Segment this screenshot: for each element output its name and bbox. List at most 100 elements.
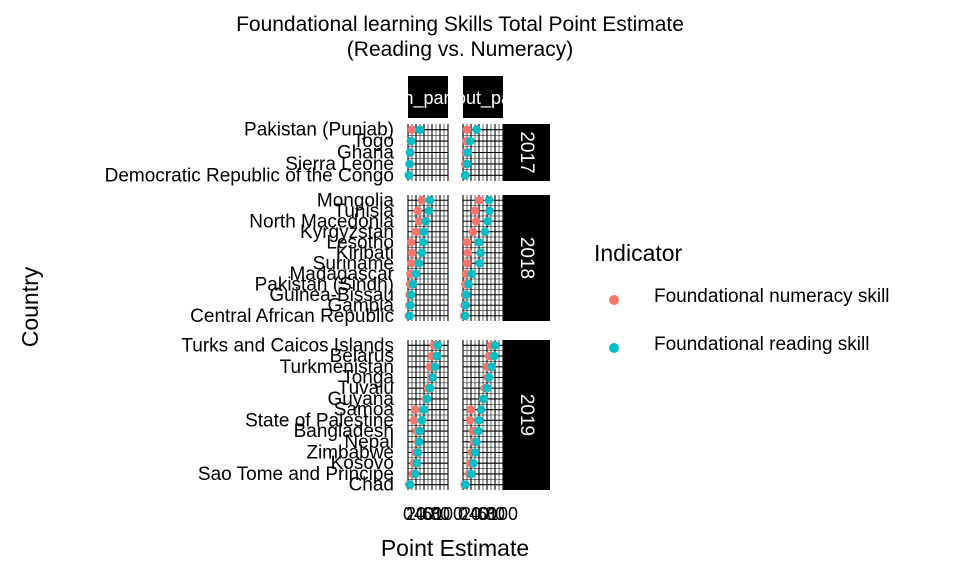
- row-strip-2019: [503, 340, 550, 490]
- x-tick-label-1-4: 80: [485, 504, 505, 524]
- point-2017-without_parent-numeracy-0: [462, 125, 472, 134]
- legend-title: Indicator: [594, 240, 683, 266]
- country-label-2019-6: Samoa: [334, 400, 395, 421]
- legend: Indicator Foundational numeracy skill Fo…: [594, 240, 890, 385]
- point-2017-without_parent-reading-2: [463, 148, 473, 157]
- x-tick-label-0-2: 40: [414, 504, 434, 524]
- x-tick-label-0-4: 80: [430, 504, 450, 524]
- legend-label-reading: Foundational reading skill: [654, 334, 870, 355]
- x-tick-label-1-5: 100: [488, 504, 518, 524]
- point-2019-with_parent-reading-3: [428, 373, 438, 382]
- point-2018-without_parent-reading-3: [480, 227, 490, 237]
- point-2017-without_parent-reading-0: [472, 125, 481, 134]
- x-tick-label-1-1: 20: [461, 504, 481, 524]
- x-axis-title: Point Estimate: [381, 535, 529, 561]
- country-label-2019-4: Tuvalu: [338, 378, 394, 399]
- point-2018-without_parent-reading-9: [462, 290, 471, 300]
- country-label-2018-11: Central African Republic: [190, 306, 394, 327]
- country-label-2017-0: Pakistan (Punjab): [244, 120, 394, 141]
- country-label-2018-0: Mongolia: [317, 190, 395, 211]
- point-2018-without_parent-reading-4: [474, 237, 484, 247]
- column-strip-1: [463, 76, 503, 118]
- country-label-2018-5: Kiribati: [336, 243, 394, 264]
- country-label-2017-4: Democratic Republic of the Congo: [105, 165, 394, 186]
- point-2018-with_parent-reading-9: [406, 290, 416, 300]
- point-2018-without_parent-reading-7: [467, 269, 477, 279]
- point-2018-with_parent-reading-5: [417, 248, 427, 258]
- country-label-2019-8: Bangladesh: [294, 421, 394, 442]
- point-2019-with_parent-reading-1: [432, 351, 442, 361]
- x-tick-label-1-2: 40: [469, 504, 489, 524]
- row-strip-label-2019: 2019: [516, 394, 537, 436]
- point-2018-without_parent-numeracy-4: [462, 237, 472, 247]
- point-2018-with_parent-numeracy-0: [417, 195, 427, 205]
- country-label-2019-9: Nepal: [344, 432, 394, 453]
- point-2018-without_parent-numeracy-5: [463, 248, 473, 258]
- legend-label-numeracy: Foundational numeracy skill: [654, 286, 890, 307]
- point-2019-without_parent-numeracy-6: [466, 405, 476, 414]
- point-2019-without_parent-reading-11: [469, 458, 478, 468]
- point-2018-with_parent-reading-7: [411, 269, 421, 279]
- country-label-2019-0: Turks and Caicos Islands: [181, 335, 394, 356]
- point-2018-without_parent-reading-10: [461, 300, 471, 310]
- country-label-2019-7: State of Palestine: [245, 410, 394, 431]
- point-2019-with_parent-numeracy-6: [410, 405, 420, 414]
- row-strip-label-2018: 2018: [516, 237, 537, 279]
- country-label-2019-5: Guyana: [327, 389, 394, 410]
- x-tick-label-0-5: 100: [433, 504, 463, 524]
- x-tick-label-0-0: 0: [403, 504, 413, 524]
- point-2019-without_parent-reading-8: [473, 426, 483, 436]
- country-label-2019-2: Turkmenistan: [280, 357, 394, 378]
- point-2018-without_parent-numeracy-6: [462, 258, 472, 268]
- point-2019-without_parent-reading-5: [479, 394, 489, 404]
- point-2017-with_parent-reading-3: [405, 159, 414, 169]
- country-label-2018-1: Tunisia: [333, 201, 394, 222]
- column-strip-label-1: without_parent: [423, 88, 542, 109]
- point-2018-without_parent-reading-1: [485, 206, 494, 216]
- point-2018-with_parent-numeracy-4: [406, 237, 416, 247]
- point-2017-without_parent-reading-1: [465, 136, 475, 146]
- point-2019-with_parent-reading-7: [417, 416, 427, 425]
- point-2019-with_parent-reading-2: [430, 362, 440, 372]
- country-label-2019-10: Zimbabwe: [306, 443, 394, 464]
- point-2018-without_parent-reading-6: [475, 258, 485, 268]
- legend-item-numeracy: Foundational numeracy skill: [594, 286, 890, 337]
- point-2017-with_parent-reading-1: [406, 136, 416, 146]
- x-tick-label-0-1: 20: [406, 504, 426, 524]
- column-strip-0: [408, 76, 448, 118]
- point-2018-without_parent-reading-5: [476, 248, 485, 258]
- point-2018-with_parent-reading-1: [424, 206, 434, 216]
- point-2019-without_parent-reading-13: [461, 480, 470, 489]
- x-tick-label-1-3: 60: [477, 504, 497, 524]
- point-2018-without_parent-reading-2: [483, 216, 493, 226]
- point-2019-with_parent-reading-5: [422, 394, 432, 404]
- legend-key-reading: [609, 343, 619, 353]
- country-label-2019-13: Chad: [349, 475, 394, 496]
- chart-title-line1: Foundational learning Skills Total Point…: [236, 13, 684, 36]
- point-2019-with_parent-reading-8: [415, 426, 425, 436]
- point-2019-without_parent-reading-3: [484, 373, 494, 382]
- point-2017-with_parent-reading-2: [405, 148, 415, 157]
- country-label-2018-3: Kyrgyzstan: [300, 222, 394, 243]
- point-2019-without_parent-reading-7: [474, 416, 484, 425]
- point-2018-with_parent-numeracy-6: [407, 258, 416, 268]
- point-2018-with_parent-numeracy-2: [414, 216, 424, 226]
- point-2019-with_parent-reading-11: [412, 458, 422, 468]
- point-2019-with_parent-reading-0: [433, 341, 443, 350]
- point-2018-with_parent-reading-2: [421, 216, 431, 226]
- point-2019-without_parent-reading-10: [470, 448, 480, 457]
- point-2019-with_parent-reading-9: [414, 437, 424, 447]
- point-2019-with_parent-numeracy-7: [409, 416, 419, 425]
- point-2019-without_parent-reading-12: [466, 469, 476, 479]
- country-label-2018-7: Madagascar: [289, 264, 394, 285]
- country-label-2018-4: Lesotho: [326, 232, 394, 253]
- point-2017-without_parent-reading-3: [462, 159, 472, 169]
- point-2019-without_parent-reading-0: [490, 341, 500, 350]
- country-label-2017-1: Togo: [353, 131, 394, 152]
- point-2019-with_parent-reading-10: [413, 448, 423, 457]
- point-2018-with_parent-numeracy-5: [407, 248, 417, 258]
- point-2019-without_parent-reading-2: [487, 362, 497, 372]
- point-2018-without_parent-numeracy-3: [468, 227, 478, 237]
- country-label-2018-6: Suriname: [313, 253, 394, 274]
